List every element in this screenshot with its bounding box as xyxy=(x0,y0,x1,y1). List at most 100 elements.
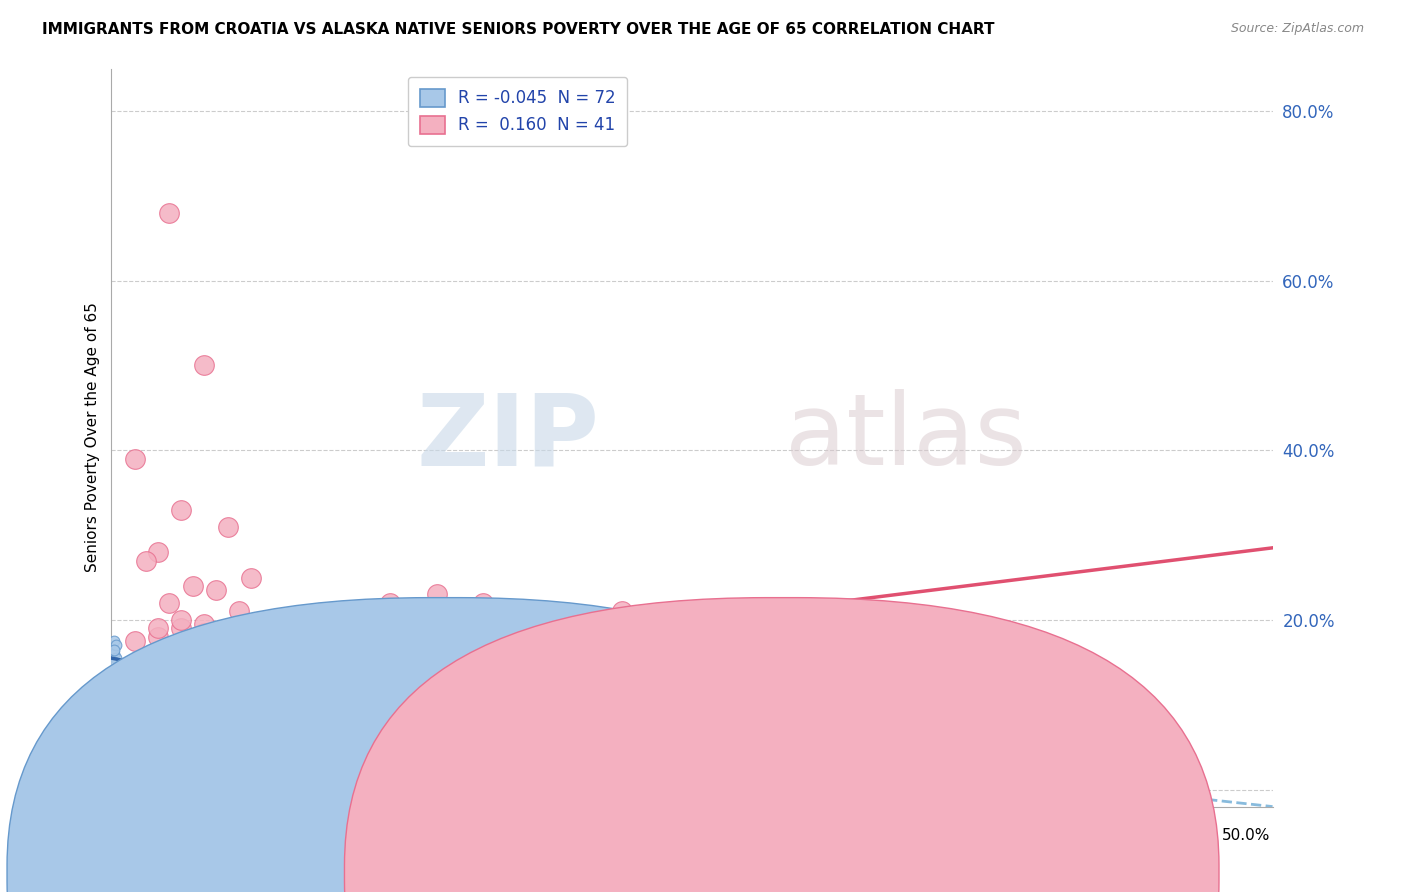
Point xyxy=(239,639,262,653)
Point xyxy=(105,782,128,797)
Point xyxy=(103,702,125,716)
Point xyxy=(658,630,681,644)
Point xyxy=(181,579,204,593)
Point xyxy=(103,770,125,784)
Text: Alaska Natives: Alaska Natives xyxy=(773,857,886,872)
Point xyxy=(565,634,588,648)
Point xyxy=(110,761,132,775)
Point xyxy=(103,782,125,797)
Text: ZIP: ZIP xyxy=(416,389,599,486)
Point xyxy=(135,553,157,567)
Point xyxy=(912,651,935,665)
Point xyxy=(107,757,129,772)
Point xyxy=(170,622,193,636)
Point xyxy=(193,625,215,640)
Point xyxy=(205,651,228,665)
Point xyxy=(110,681,132,695)
Text: Source: ZipAtlas.com: Source: ZipAtlas.com xyxy=(1230,22,1364,36)
Text: IMMIGRANTS FROM CROATIA VS ALASKA NATIVE SENIORS POVERTY OVER THE AGE OF 65 CORR: IMMIGRANTS FROM CROATIA VS ALASKA NATIVE… xyxy=(42,22,994,37)
Point xyxy=(103,727,125,741)
Point xyxy=(110,719,132,733)
Point xyxy=(105,778,128,792)
Point xyxy=(105,757,128,772)
Point xyxy=(239,570,262,584)
Point xyxy=(103,748,125,763)
Point xyxy=(105,651,128,665)
Point xyxy=(103,714,125,729)
Legend: R = -0.045  N = 72, R =  0.160  N = 41: R = -0.045 N = 72, R = 0.160 N = 41 xyxy=(408,77,627,146)
Point xyxy=(107,693,129,707)
Point xyxy=(146,545,169,559)
Point xyxy=(105,710,128,724)
Point xyxy=(105,685,128,699)
Point xyxy=(105,782,128,797)
Point xyxy=(103,727,125,741)
Point xyxy=(228,604,250,618)
Point xyxy=(704,656,727,670)
Point xyxy=(105,723,128,738)
Point xyxy=(146,630,169,644)
Point xyxy=(107,753,129,767)
Point xyxy=(170,502,193,516)
Point xyxy=(159,205,181,219)
Point xyxy=(285,727,308,741)
Text: atlas: atlas xyxy=(785,389,1026,486)
Point xyxy=(105,702,128,716)
Point xyxy=(124,451,146,466)
Point xyxy=(105,744,128,758)
Point xyxy=(159,596,181,610)
Y-axis label: Seniors Poverty Over the Age of 65: Seniors Poverty Over the Age of 65 xyxy=(86,302,100,573)
Point xyxy=(193,617,215,632)
Point xyxy=(107,714,129,729)
Text: 50.0%: 50.0% xyxy=(1222,828,1270,843)
Point xyxy=(170,613,193,627)
Point xyxy=(105,753,128,767)
Point xyxy=(228,664,250,678)
Point xyxy=(103,740,125,755)
Point xyxy=(105,736,128,750)
Point xyxy=(751,639,773,653)
Point xyxy=(103,706,125,721)
Point xyxy=(107,782,129,797)
Point xyxy=(105,744,128,758)
Point xyxy=(146,622,169,636)
Point xyxy=(105,765,128,780)
Point xyxy=(181,647,204,661)
Point xyxy=(107,706,129,721)
Point xyxy=(105,744,128,758)
Point xyxy=(105,778,128,792)
Point xyxy=(105,723,128,738)
Point xyxy=(103,642,125,657)
Point xyxy=(107,774,129,789)
Point xyxy=(107,753,129,767)
Point xyxy=(103,782,125,797)
Point xyxy=(159,656,181,670)
Point xyxy=(103,719,125,733)
Point xyxy=(263,613,285,627)
Point xyxy=(103,698,125,712)
Point xyxy=(983,659,1005,673)
Point xyxy=(103,676,125,690)
Point xyxy=(612,604,634,618)
Point xyxy=(797,647,820,661)
Point xyxy=(105,765,128,780)
Point xyxy=(107,770,129,784)
Point xyxy=(105,782,128,797)
Point xyxy=(105,639,128,653)
Point xyxy=(103,690,125,704)
Point xyxy=(332,748,354,763)
Point xyxy=(105,765,128,780)
Point xyxy=(103,761,125,775)
Point xyxy=(425,587,447,601)
Point xyxy=(105,757,128,772)
Text: Immigrants from Croatia: Immigrants from Croatia xyxy=(440,857,628,872)
Point xyxy=(519,608,541,623)
Point xyxy=(107,774,129,789)
Point xyxy=(105,774,128,789)
Point xyxy=(105,710,128,724)
Point xyxy=(105,673,128,687)
Point xyxy=(239,706,262,721)
Point xyxy=(124,634,146,648)
Point xyxy=(103,740,125,755)
Point xyxy=(135,659,157,673)
